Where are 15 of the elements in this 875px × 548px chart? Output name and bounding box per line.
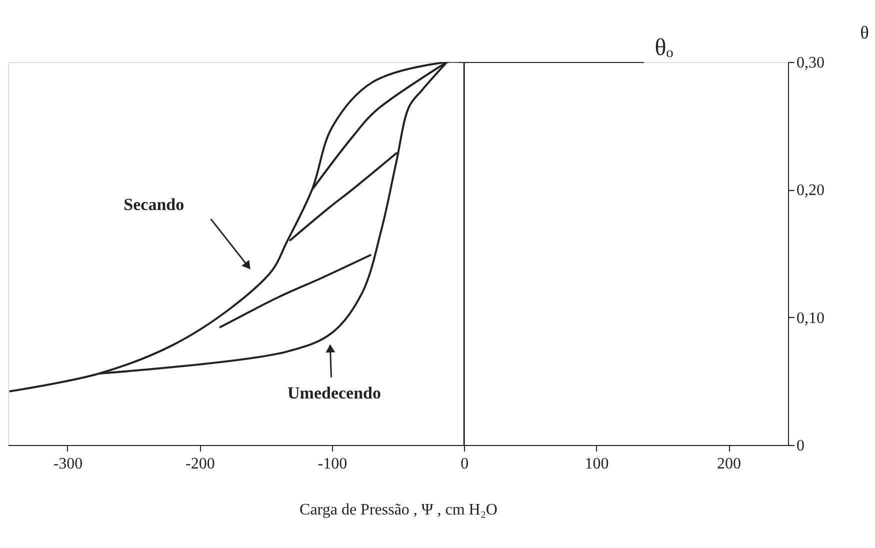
x-tick-label: 0 bbox=[460, 456, 469, 472]
annotation: Secando bbox=[124, 195, 184, 214]
y-tick-label: 0,30 bbox=[796, 54, 824, 72]
x-tick-label: 200 bbox=[717, 456, 742, 472]
x-tick-label: -300 bbox=[53, 456, 83, 472]
annotation: θₒ bbox=[654, 35, 674, 61]
x-tick-label: 100 bbox=[584, 456, 609, 472]
y-tick-label: 0,20 bbox=[796, 182, 824, 200]
y-axis-title: θ bbox=[860, 22, 869, 42]
annotation: Umedecendo bbox=[288, 383, 381, 402]
y-tick-label: 0 bbox=[796, 438, 804, 454]
x-tick-label: -200 bbox=[186, 456, 215, 472]
x-axis-title: Carga de Pressão , Ψ , cm H₂O bbox=[300, 502, 498, 518]
y-tick-label: 0,10 bbox=[796, 310, 824, 327]
x-tick-label: -100 bbox=[318, 456, 348, 472]
